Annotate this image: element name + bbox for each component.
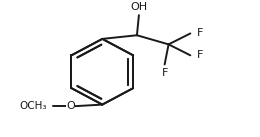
Text: OCH₃: OCH₃ — [20, 101, 47, 111]
Text: F: F — [197, 50, 204, 60]
Text: F: F — [197, 28, 204, 38]
Text: OH: OH — [130, 2, 147, 12]
Text: O: O — [66, 101, 75, 111]
Text: F: F — [161, 68, 168, 78]
